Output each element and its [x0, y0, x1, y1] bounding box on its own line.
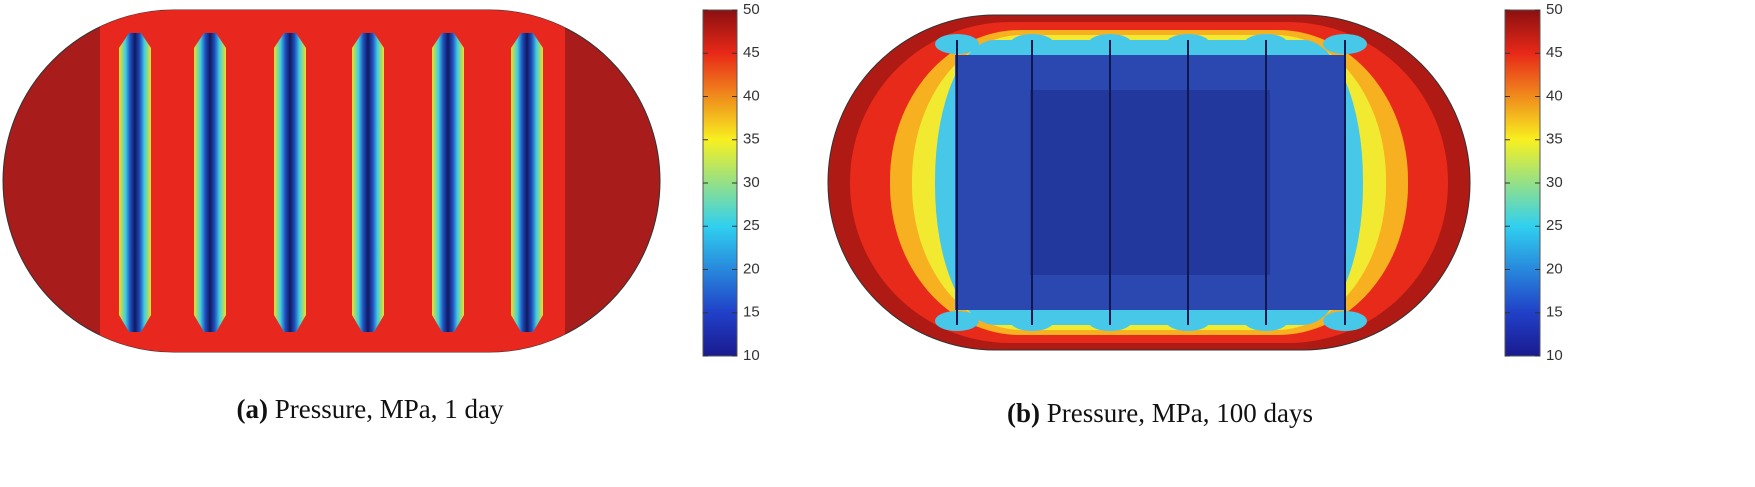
colorbar-tick-label: 20 — [743, 260, 760, 277]
colorbar-tick-label: 25 — [1546, 217, 1563, 234]
colorbar-tick-label: 10 — [1546, 347, 1563, 364]
fracture — [511, 33, 543, 332]
colorbar-tick-label: 15 — [1546, 304, 1563, 321]
fracture — [352, 33, 384, 332]
caption: (a) Pressure, MPa, 1 day — [237, 394, 504, 424]
caption-text: Pressure, MPa, 100 days — [1047, 398, 1313, 428]
colorbar — [1504, 9, 1541, 357]
colorbar — [702, 9, 738, 357]
colorbar-tick-label: 15 — [743, 304, 760, 321]
field-b — [827, 14, 1471, 351]
panel-label: (a) — [237, 394, 268, 424]
colorbar-tick-label: 45 — [1546, 44, 1563, 61]
colorbar-tick-label: 45 — [743, 44, 760, 61]
colorbar-tick-label: 10 — [743, 347, 760, 364]
caption: (b) Pressure, MPa, 100 days — [1007, 398, 1313, 428]
colorbar-tick-label: 30 — [1546, 174, 1563, 191]
fracture — [194, 33, 226, 332]
field-a — [2, 9, 661, 353]
fracture — [274, 33, 306, 332]
colorbar-tick-label: 40 — [743, 87, 760, 104]
colorbar-tick-label: 35 — [1546, 131, 1563, 148]
colorbar-tick-label: 50 — [743, 1, 760, 18]
colorbar-tick-label: 30 — [743, 174, 760, 191]
colorbar-tick-label: 25 — [743, 217, 760, 234]
fracture — [432, 33, 464, 332]
colorbar-tick-label: 50 — [1546, 1, 1563, 18]
colorbar-tick-label: 40 — [1546, 87, 1563, 104]
fracture — [119, 33, 151, 332]
colorbar-tick-label: 20 — [1546, 260, 1563, 277]
caption-text: Pressure, MPa, 1 day — [275, 394, 504, 424]
panel-label: (b) — [1007, 398, 1040, 428]
colorbar-tick-label: 35 — [743, 131, 760, 148]
